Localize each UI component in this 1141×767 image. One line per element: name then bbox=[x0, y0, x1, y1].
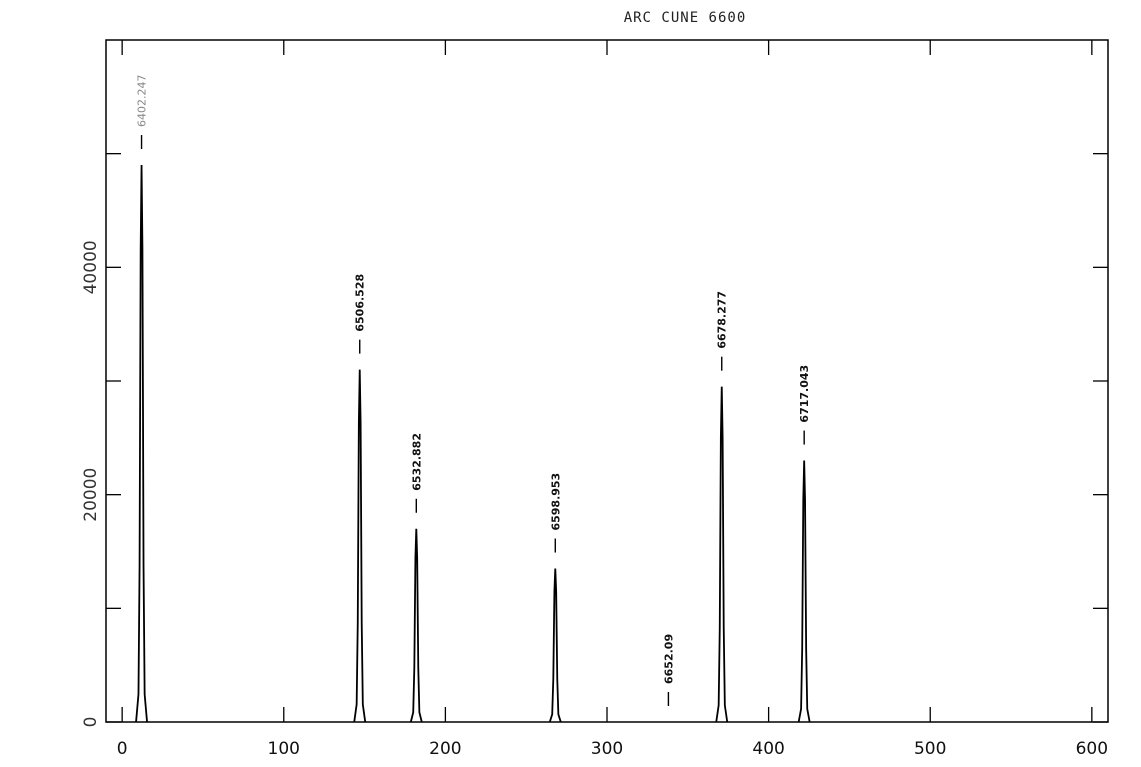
peak-label: 6678.277 bbox=[716, 291, 729, 349]
peak-label: 6402.247 bbox=[136, 75, 149, 128]
y-tick-label: 20000 bbox=[81, 468, 101, 522]
peak-label: 6598.953 bbox=[549, 473, 562, 531]
y-tick-label: 40000 bbox=[81, 240, 101, 294]
peak-label: 6717.043 bbox=[798, 365, 811, 423]
spectrum-peaks bbox=[135, 165, 811, 723]
x-axis: 0 100 200 300 400 500 600 bbox=[117, 40, 1108, 759]
peak-label: 6532.882 bbox=[410, 433, 423, 491]
peak-label: 6506.528 bbox=[354, 274, 367, 332]
peak-labels: 6402.247 6506.528 6532.882 6598.953 6652.09 6… bbox=[136, 75, 811, 706]
x-tick-label: 200 bbox=[429, 739, 461, 759]
x-tick-label: 0 bbox=[117, 739, 128, 759]
chart-title: ARC CUNE 6600 bbox=[624, 10, 747, 26]
x-tick-label: 300 bbox=[591, 739, 623, 759]
spectrum-peak bbox=[135, 165, 148, 723]
spectrum-peak bbox=[409, 528, 423, 723]
spectrum-peak bbox=[353, 369, 367, 723]
spectrum-peak bbox=[797, 460, 811, 723]
peak-label: 6652.09 bbox=[662, 634, 675, 684]
x-tick-label: 500 bbox=[914, 739, 946, 759]
spectrum-peak bbox=[715, 386, 729, 723]
y-tick-label: 0 bbox=[81, 717, 101, 728]
spectrum-peak bbox=[548, 568, 562, 723]
plot-frame bbox=[105, 39, 1109, 723]
y-axis: 0 20000 40000 bbox=[81, 153, 1108, 728]
x-tick-label: 100 bbox=[268, 739, 300, 759]
x-tick-label: 400 bbox=[752, 739, 784, 759]
x-tick-label: 600 bbox=[1076, 739, 1108, 759]
